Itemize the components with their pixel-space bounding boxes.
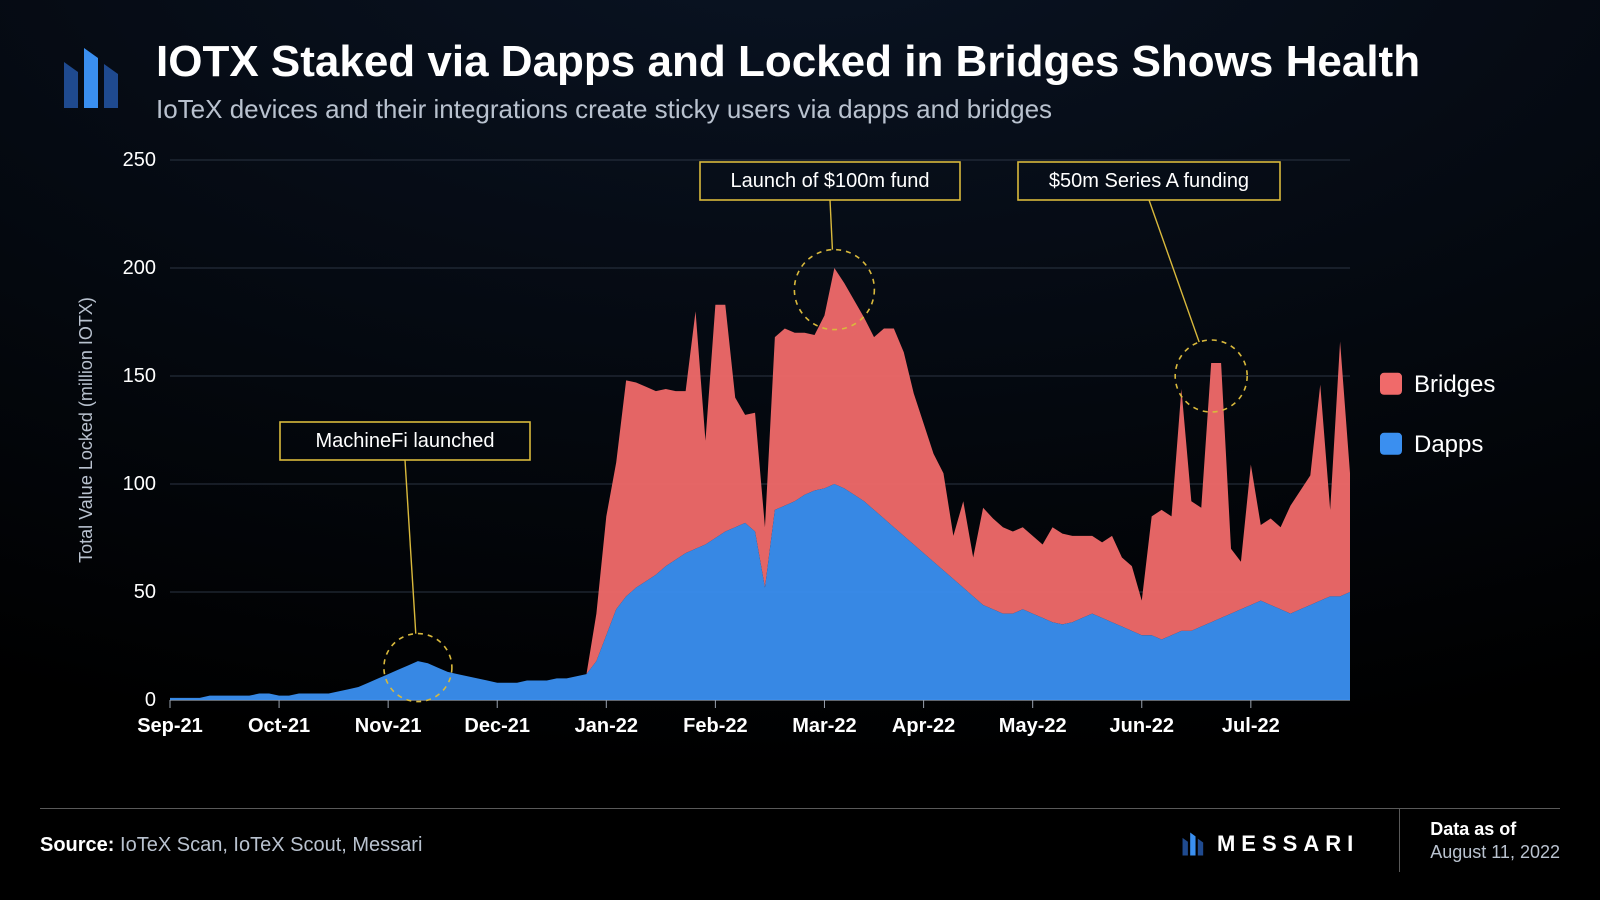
source-label: Source: [40,834,114,856]
data-as-of-value: August 11, 2022 [1430,842,1560,863]
legend-label: Dapps [1414,431,1483,458]
svg-text:Mar-22: Mar-22 [792,715,856,737]
page-root: IOTX Staked via Dapps and Locked in Brid… [0,0,1600,900]
svg-text:May-22: May-22 [999,715,1067,737]
legend-swatch [1380,433,1402,455]
annotation-label: $50m Series A funding [1049,170,1249,192]
legend-swatch [1380,373,1402,395]
annotation-connector [1149,200,1199,342]
source-value: IoTeX Scan, IoTeX Scout, Messari [120,834,422,856]
annotation-label: MachineFi launched [316,430,495,452]
svg-text:Oct-21: Oct-21 [248,715,310,737]
footer-brand-text: MESSARI [1217,831,1359,857]
svg-text:Nov-21: Nov-21 [355,715,422,737]
messari-logo-icon [60,44,128,112]
chart-area: 0 50 100 150 200 250 Sep-21 Oct-21 Nov-21 Dec-21 J… [60,150,1540,770]
annotation-connector [830,200,832,250]
annotation-label: Launch of $100m fund [730,170,929,192]
svg-text:250: 250 [123,150,156,171]
svg-text:Feb-22: Feb-22 [683,715,747,737]
annotation-connector [405,460,416,634]
data-as-of-label: Data as of [1430,819,1560,840]
svg-text:Sep-21: Sep-21 [137,715,203,737]
legend-label: Bridges [1414,371,1495,398]
svg-text:0: 0 [145,689,156,711]
svg-text:Dec-21: Dec-21 [464,715,530,737]
source-text: Source: IoTeX Scan, IoTeX Scout, Messari [40,824,422,857]
svg-text:150: 150 [123,365,156,387]
svg-text:Jun-22: Jun-22 [1110,715,1174,737]
svg-text:100: 100 [123,473,156,495]
svg-text:200: 200 [123,257,156,279]
footer: Source: IoTeX Scan, IoTeX Scout, Messari… [40,808,1560,872]
footer-brand: MESSARI [1181,825,1359,857]
header: IOTX Staked via Dapps and Locked in Brid… [60,38,1560,125]
svg-text:50: 50 [134,581,156,603]
svg-text:Total Value Locked (million IO: Total Value Locked (million IOTX) [76,297,96,563]
svg-text:Jul-22: Jul-22 [1222,715,1280,737]
data-as-of: Data as of August 11, 2022 [1399,809,1560,872]
chart-subtitle: IoTeX devices and their integrations cre… [156,94,1560,125]
svg-text:Apr-22: Apr-22 [892,715,955,737]
svg-text:Jan-22: Jan-22 [575,715,638,737]
messari-mark-icon [1181,831,1207,857]
chart-title: IOTX Staked via Dapps and Locked in Brid… [156,38,1560,86]
